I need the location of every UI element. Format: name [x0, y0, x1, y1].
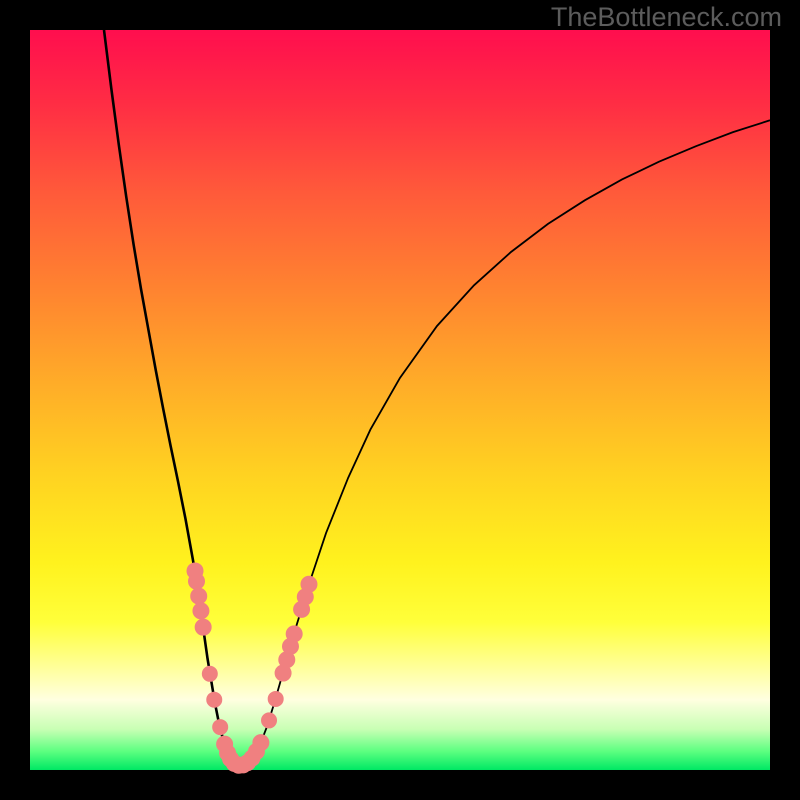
chart-root: TheBottleneck.com — [0, 0, 800, 800]
bottleneck-curve-right — [237, 120, 770, 765]
data-marker — [193, 603, 209, 619]
plot-area — [30, 30, 770, 770]
data-marker — [195, 619, 211, 635]
bottleneck-curve-left — [104, 30, 237, 766]
data-marker — [213, 720, 228, 735]
data-marker — [207, 692, 222, 707]
data-marker — [262, 713, 277, 728]
curve-overlay — [30, 30, 770, 770]
data-marker — [191, 588, 207, 604]
data-marker — [189, 573, 205, 589]
marker-group — [187, 563, 317, 773]
data-marker — [286, 626, 302, 642]
data-marker — [268, 691, 283, 706]
data-marker — [253, 735, 269, 751]
data-marker — [202, 666, 217, 681]
watermark-label: TheBottleneck.com — [551, 2, 782, 33]
data-marker — [301, 576, 317, 592]
